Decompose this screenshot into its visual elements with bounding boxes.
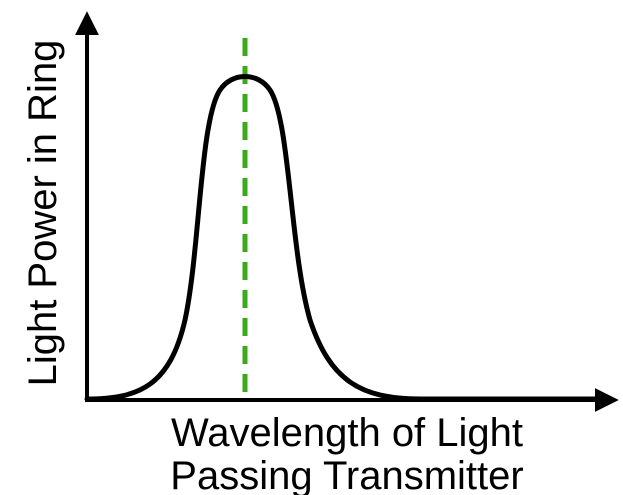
x-axis-label-line1: Wavelength of Light — [171, 411, 523, 455]
resonance-curve — [84, 74, 603, 402]
x-axis-label-line2: Passing Transmitter — [170, 454, 523, 495]
y-axis-label: Light Power in Ring — [21, 40, 65, 387]
